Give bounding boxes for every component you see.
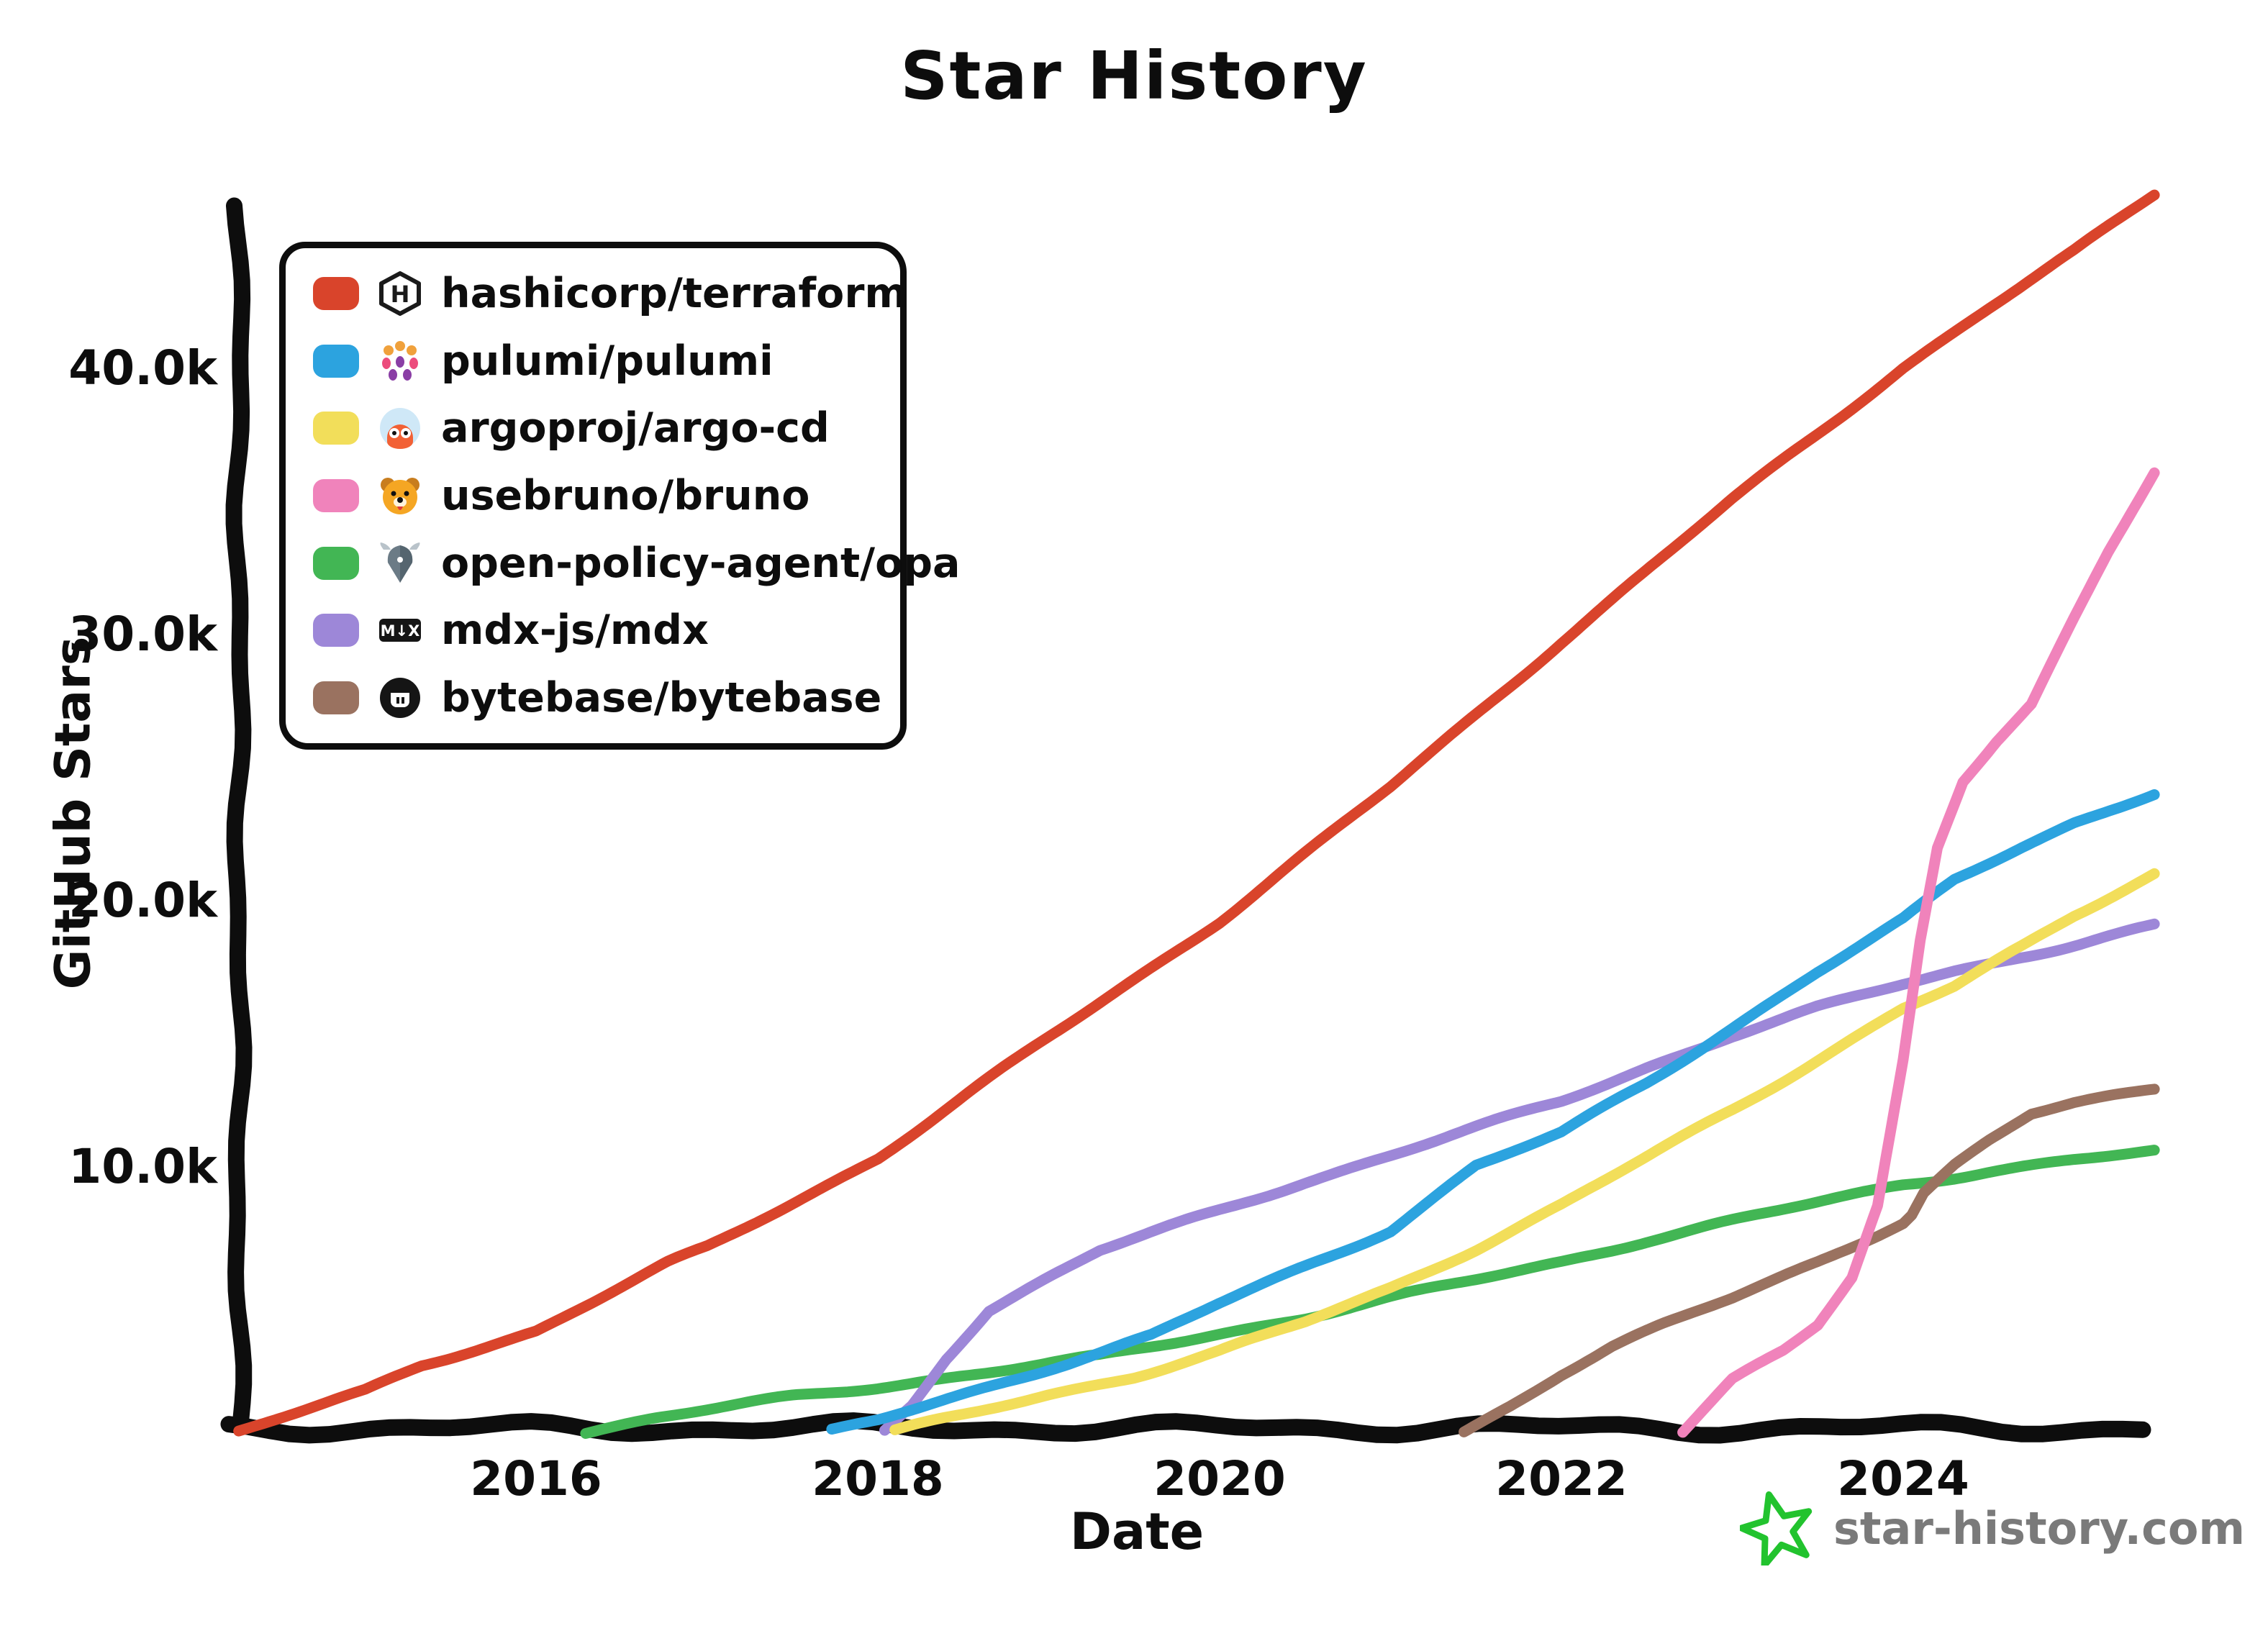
x-tick-label-2022: 2022 [1495, 1451, 1628, 1507]
series-line-mdx-js-mdx [879, 918, 2160, 1436]
opa-helmet-icon [378, 541, 422, 586]
page-title: Star History [900, 37, 1368, 114]
terraform-icon: H [378, 271, 422, 316]
legend-swatch [313, 478, 359, 512]
x-tick-label-2018: 2018 [812, 1451, 944, 1507]
x-tick-label-2024: 2024 [1837, 1451, 1969, 1507]
mdx-icon: M↓X [378, 608, 422, 653]
series-line-bytebase-bytebase [1459, 1083, 2160, 1437]
legend-label: argoproj/argo-cd [441, 404, 830, 453]
y-tick-label-40.0k: 40.0k [68, 340, 219, 396]
series-line-usebruno-bruno [1677, 467, 2160, 1438]
legend-label: bytebase/bytebase [441, 674, 882, 722]
site-logo: star-history.com [1740, 1491, 2245, 1565]
series-line-argoproj-argo-cd [889, 868, 2160, 1435]
argocd-icon [378, 406, 422, 450]
site-logo-text: star-history.com [1833, 1501, 2246, 1555]
x-tick-label-2016: 2016 [470, 1451, 602, 1507]
pulumi-icon [378, 339, 422, 383]
legend-label: usebruno/bruno [441, 471, 810, 519]
y-tick-label-10.0k: 10.0k [68, 1139, 219, 1194]
legend-label: open-policy-agent/opa [441, 539, 961, 587]
legend-item-pulumi-pulumi: pulumi/pulumi [286, 337, 900, 385]
y-axis [225, 197, 253, 1430]
legend-swatch [313, 681, 359, 715]
x-tick-label-2020: 2020 [1153, 1451, 1286, 1507]
legend-swatch [313, 614, 359, 647]
legend-item-mdx-js-mdx: M↓X mdx-js/mdx [286, 606, 900, 654]
x-axis [220, 1412, 2151, 1444]
y-axis-title: GitHub Stars [45, 636, 102, 990]
legend-item-open-policy-agent-opa: open-policy-agent/opa [286, 540, 961, 587]
legend-swatch [313, 344, 359, 378]
star-logo-icon [1740, 1491, 1815, 1565]
legend-label: hashicorp/terraform [441, 269, 907, 317]
svg-text:M↓X: M↓X [381, 622, 420, 640]
legend-label: pulumi/pulumi [441, 337, 774, 385]
svg-text:H: H [391, 281, 410, 308]
legend-item-argoproj-argo-cd: argoproj/argo-cd [286, 404, 900, 452]
x-axis-title: Date [1069, 1502, 1205, 1561]
legend-label: mdx-js/mdx [441, 606, 709, 655]
bruno-dog-icon [378, 473, 422, 518]
series-line-open-policy-agent-opa [580, 1145, 2160, 1439]
bytebase-icon [378, 676, 422, 720]
y-tick-label-20.0k: 20.0k [68, 873, 219, 928]
y-tick-label-30.0k: 30.0k [68, 606, 219, 662]
legend-item-usebruno-bruno: usebruno/bruno [286, 472, 900, 519]
legend-swatch [313, 412, 359, 445]
series-line-pulumi-pulumi [826, 789, 2160, 1435]
series-line-hashicorp-terraform [233, 189, 2160, 1437]
legend-swatch [313, 546, 359, 580]
legend-swatch [313, 276, 359, 310]
legend-item-bytebase-bytebase: bytebase/bytebase [286, 674, 900, 722]
